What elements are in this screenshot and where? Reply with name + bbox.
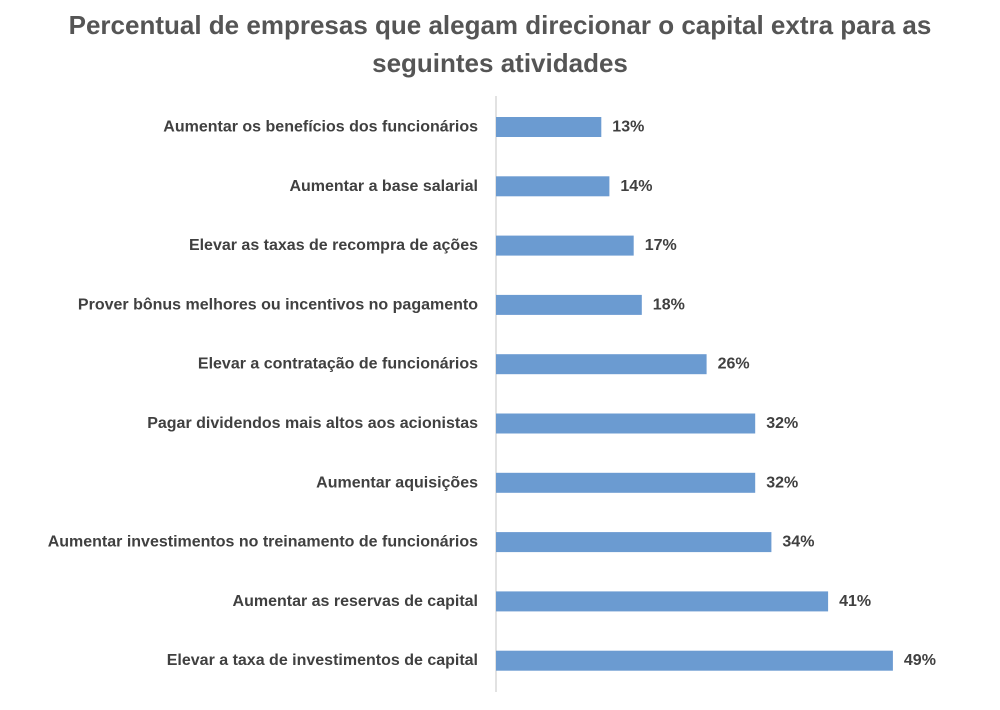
category-label: Aumentar as reservas de capital [233, 593, 478, 610]
value-label: 49% [904, 652, 936, 669]
bar [496, 235, 634, 256]
category-label: Aumentar aquisições [316, 474, 478, 491]
value-label: 26% [718, 356, 750, 373]
value-label: 41% [839, 593, 871, 610]
bars-group [496, 117, 893, 671]
value-label: 32% [766, 474, 798, 491]
category-label: Aumentar investimentos no treinamento de… [48, 534, 478, 551]
category-labels-group: Aumentar os benefícios dos funcionários A… [48, 119, 479, 670]
bar [496, 413, 756, 434]
category-label: Aumentar os benefícios dos funcionários [163, 119, 478, 136]
value-label: 32% [766, 415, 798, 432]
value-label: 17% [645, 237, 677, 254]
value-label: 18% [653, 296, 685, 313]
bar [496, 117, 602, 137]
bar [496, 650, 893, 671]
value-labels-group: 13% 14% 17% 18% 26% 32% 32% 34% 41% 49% [612, 119, 936, 670]
bar [496, 591, 829, 612]
bar [496, 532, 772, 553]
bar [496, 354, 707, 375]
category-label: Prover bônus melhores ou incentivos no p… [78, 296, 478, 313]
bar [496, 472, 756, 493]
bar [496, 294, 642, 315]
value-label: 13% [612, 119, 644, 136]
category-label: Elevar a taxa de investimentos de capita… [167, 652, 478, 669]
category-label: Elevar a contratação de funcionários [198, 356, 478, 373]
category-label: Pagar dividendos mais altos aos acionist… [147, 415, 478, 432]
category-label: Elevar as taxas de recompra de ações [189, 237, 478, 254]
category-label: Aumentar a base salarial [289, 178, 478, 195]
bar [496, 176, 610, 197]
value-label: 34% [782, 534, 814, 551]
value-label: 14% [620, 178, 652, 195]
chart-title: Percentual de empresas que alegam direci… [68, 10, 932, 78]
